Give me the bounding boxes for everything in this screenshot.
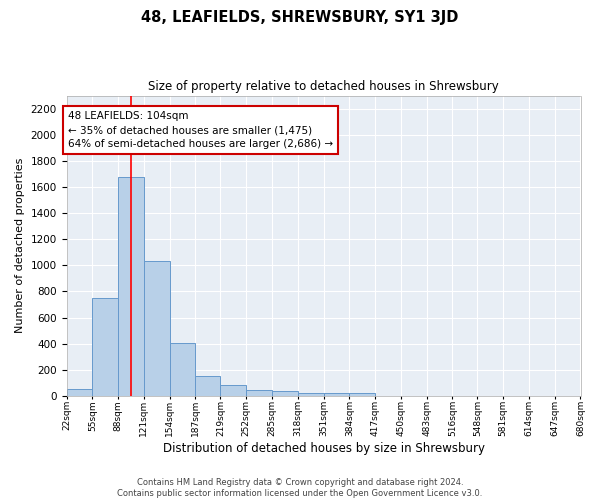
Title: Size of property relative to detached houses in Shrewsbury: Size of property relative to detached ho…	[148, 80, 499, 93]
Text: 48 LEAFIELDS: 104sqm
← 35% of detached houses are smaller (1,475)
64% of semi-de: 48 LEAFIELDS: 104sqm ← 35% of detached h…	[68, 111, 333, 149]
Bar	[246, 390, 272, 396]
Bar	[298, 394, 323, 396]
Bar	[92, 298, 118, 396]
Bar	[144, 262, 170, 396]
Bar	[272, 392, 298, 396]
Bar	[323, 394, 349, 396]
X-axis label: Distribution of detached houses by size in Shrewsbury: Distribution of detached houses by size …	[163, 442, 485, 455]
Bar	[67, 390, 92, 396]
Text: 48, LEAFIELDS, SHREWSBURY, SY1 3JD: 48, LEAFIELDS, SHREWSBURY, SY1 3JD	[142, 10, 458, 25]
Bar	[220, 385, 246, 396]
Bar	[118, 176, 144, 396]
Text: Contains HM Land Registry data © Crown copyright and database right 2024.
Contai: Contains HM Land Registry data © Crown c…	[118, 478, 482, 498]
Bar	[170, 343, 196, 396]
Bar	[349, 394, 375, 396]
Y-axis label: Number of detached properties: Number of detached properties	[15, 158, 25, 334]
Bar	[196, 376, 220, 396]
